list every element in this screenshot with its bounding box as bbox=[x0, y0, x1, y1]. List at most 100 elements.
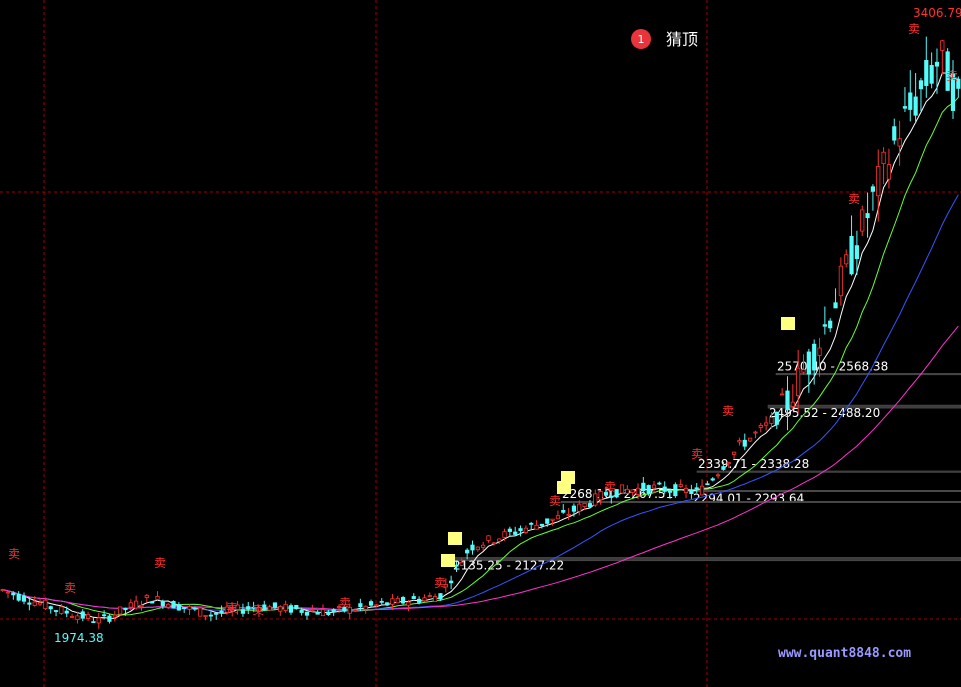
candle-body bbox=[662, 486, 667, 492]
sell-signal-marker: 卖 bbox=[722, 404, 734, 418]
candle-body bbox=[699, 485, 705, 496]
candle-body bbox=[582, 502, 587, 508]
candle-body bbox=[715, 474, 721, 477]
candle-body bbox=[860, 209, 865, 232]
candle-body bbox=[118, 606, 123, 615]
candlesticks bbox=[0, 36, 961, 629]
candle-body bbox=[37, 602, 43, 605]
candle-body bbox=[299, 609, 304, 613]
candle-body bbox=[128, 602, 133, 608]
candle-body bbox=[587, 503, 593, 508]
candle-body bbox=[758, 425, 763, 428]
candle-body bbox=[390, 598, 395, 605]
candle-body bbox=[534, 524, 539, 530]
candle-body bbox=[438, 593, 443, 600]
candle-body bbox=[737, 440, 742, 443]
candle-body bbox=[651, 484, 657, 489]
candle-body bbox=[881, 151, 886, 165]
candle-body bbox=[75, 615, 80, 620]
gap-zone-label: 2339.71 - 2338.28 bbox=[698, 457, 809, 471]
candle-body bbox=[64, 610, 69, 614]
candle-body bbox=[812, 343, 817, 371]
candle-body bbox=[144, 594, 149, 598]
candle-body bbox=[427, 595, 432, 597]
candle-body bbox=[694, 487, 699, 490]
candle-body bbox=[112, 614, 117, 618]
candle-body bbox=[539, 523, 544, 526]
candle-body bbox=[283, 603, 288, 611]
candle-body bbox=[593, 493, 598, 506]
candle-body bbox=[240, 609, 246, 614]
candle-body bbox=[513, 531, 518, 535]
candle-body bbox=[838, 265, 843, 297]
candle-body bbox=[465, 549, 470, 554]
candle-body bbox=[251, 606, 256, 609]
buy-signal-marker bbox=[781, 317, 795, 330]
candle-body bbox=[176, 604, 181, 611]
sell-signal-marker: 卖 bbox=[691, 447, 703, 461]
candle-body bbox=[470, 544, 475, 551]
candle-body bbox=[710, 478, 715, 481]
candle-body bbox=[683, 488, 689, 493]
candle-body bbox=[940, 40, 945, 51]
price-high-label: 3406.79 bbox=[913, 6, 961, 20]
gap-zone-label: 2294.01 - 2293.64 bbox=[693, 491, 804, 505]
candle-body bbox=[571, 505, 577, 512]
candle-body bbox=[854, 245, 859, 259]
price-low-label: 1974.38 bbox=[54, 631, 104, 645]
candle-body bbox=[11, 592, 16, 596]
candle-body bbox=[657, 482, 662, 485]
candle-body bbox=[918, 80, 924, 90]
candle-body bbox=[155, 596, 160, 600]
candle-body bbox=[53, 610, 59, 612]
candle-body bbox=[507, 528, 512, 532]
candle-body bbox=[310, 609, 315, 612]
candle-body bbox=[646, 485, 651, 494]
candle-body bbox=[886, 164, 892, 180]
candle-body bbox=[769, 417, 774, 424]
buy-signal-marker bbox=[561, 471, 575, 484]
candle-body bbox=[785, 390, 790, 411]
candle-body bbox=[870, 186, 876, 192]
candle-body bbox=[320, 609, 326, 617]
candle-body bbox=[731, 451, 737, 455]
candle-body bbox=[491, 542, 496, 545]
candle-body bbox=[641, 482, 646, 492]
buy-signal-marker bbox=[557, 481, 571, 494]
candle-body bbox=[294, 605, 299, 610]
candle-body bbox=[523, 527, 528, 533]
candle-body bbox=[774, 411, 779, 425]
sell-signal-marker: 卖 bbox=[154, 556, 166, 570]
candle-body bbox=[619, 484, 625, 494]
candle-body bbox=[395, 598, 400, 604]
candle-body bbox=[411, 596, 416, 599]
candle-body bbox=[908, 92, 913, 110]
candle-body bbox=[342, 606, 347, 612]
candle-body bbox=[934, 61, 940, 67]
candle-body bbox=[406, 601, 411, 606]
legend-label: 猜顶 bbox=[666, 30, 698, 49]
candle-body bbox=[561, 510, 566, 513]
candle-body bbox=[400, 597, 406, 604]
sell-signal-marker: 卖 bbox=[339, 596, 351, 610]
candle-body bbox=[347, 606, 352, 614]
candle-body bbox=[160, 600, 165, 607]
sell-signal-marker: 卖 bbox=[604, 480, 616, 494]
candle-body bbox=[545, 518, 550, 524]
candle-body bbox=[454, 564, 459, 567]
candle-body bbox=[85, 613, 91, 619]
gap-zone-label: 2135.25 - 2127.22 bbox=[453, 558, 564, 572]
legend[interactable]: 1 猜顶 bbox=[631, 29, 698, 49]
candle-body bbox=[182, 607, 187, 609]
candle-body bbox=[726, 462, 731, 465]
candle-body bbox=[913, 96, 918, 116]
candle-body bbox=[96, 617, 101, 624]
candle-body bbox=[529, 522, 534, 525]
gap-zone bbox=[560, 500, 961, 503]
candle-body bbox=[363, 605, 368, 610]
gap-zone bbox=[767, 404, 961, 409]
gap-zone bbox=[696, 470, 961, 473]
candle-body bbox=[150, 601, 155, 604]
candle-body bbox=[358, 603, 363, 608]
